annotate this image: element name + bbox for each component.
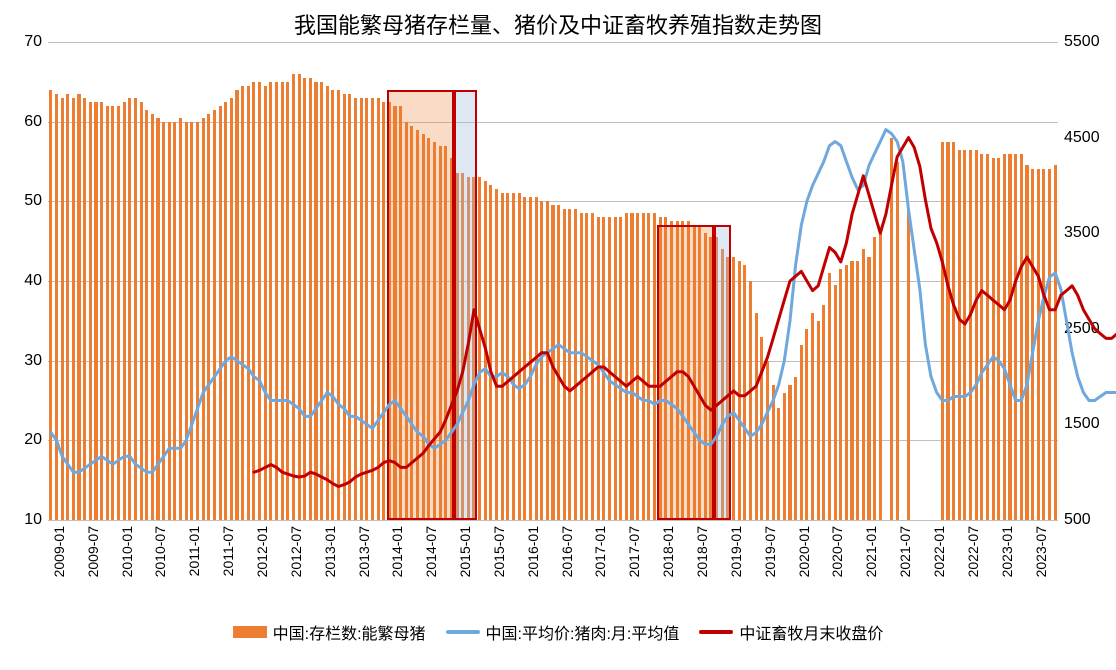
x-tick-label: 2020-07 — [829, 526, 845, 577]
y-left-tick-label: 30 — [24, 352, 48, 370]
x-tick-label: 2021-01 — [863, 526, 879, 577]
gridline — [48, 520, 1058, 521]
x-tick-label: 2018-07 — [694, 526, 710, 577]
legend-label: 中国:存栏数:能繁母猪 — [273, 620, 426, 644]
y-left-tick-label: 10 — [24, 511, 48, 529]
x-tick-label: 2013-01 — [322, 526, 338, 577]
x-tick-label: 2023-01 — [999, 526, 1015, 577]
chart-title: 我国能繁母猪存栏量、猪价及中证畜牧养殖指数走势图 — [0, 8, 1116, 40]
x-tick-label: 2019-01 — [728, 526, 744, 577]
series-line — [254, 138, 1116, 487]
y-left-tick-label: 70 — [24, 33, 48, 51]
y-left-tick-label: 40 — [24, 272, 48, 290]
x-tick-label: 2017-01 — [592, 526, 608, 577]
legend-label: 中证畜牧月末收盘价 — [739, 620, 883, 644]
y-right-tick-label: 1500 — [1058, 415, 1100, 433]
x-tick-label: 2022-01 — [931, 526, 947, 577]
x-tick-label: 2023-07 — [1033, 526, 1049, 577]
y-right-tick-label: 3500 — [1058, 224, 1100, 242]
y-right-tick-label: 500 — [1058, 511, 1091, 529]
x-tick-label: 2014-01 — [389, 526, 405, 577]
x-tick-label: 2013-07 — [356, 526, 372, 577]
y-right-tick-label: 5500 — [1058, 33, 1100, 51]
legend-item: 中国:平均价:猪肉:月:平均值 — [446, 620, 680, 644]
legend-item: 中证畜牧月末收盘价 — [699, 620, 883, 644]
legend-swatch — [446, 630, 480, 634]
x-tick-label: 2011-01 — [186, 526, 202, 576]
x-tick-label: 2017-07 — [626, 526, 642, 577]
x-tick-label: 2022-07 — [965, 526, 981, 577]
x-tick-label: 2015-07 — [491, 526, 507, 577]
y-left-tick-label: 20 — [24, 431, 48, 449]
x-tick-label: 2011-07 — [220, 526, 236, 576]
line-layer — [48, 42, 1058, 520]
y-right-tick-label: 4500 — [1058, 129, 1100, 147]
x-tick-label: 2016-07 — [559, 526, 575, 577]
x-tick-label: 2012-01 — [254, 526, 270, 577]
x-tick-label: 2018-01 — [660, 526, 676, 577]
legend-swatch — [699, 630, 733, 634]
y-left-tick-label: 60 — [24, 113, 48, 131]
x-tick-label: 2015-01 — [457, 526, 473, 577]
x-tick-label: 2014-07 — [423, 526, 439, 577]
x-tick-label: 2010-01 — [119, 526, 135, 577]
x-tick-label: 2010-07 — [152, 526, 168, 577]
series-line — [51, 130, 1116, 473]
x-tick-label: 2012-07 — [288, 526, 304, 577]
legend-swatch — [233, 626, 267, 638]
x-tick-label: 2021-07 — [897, 526, 913, 577]
x-tick-label: 2016-01 — [525, 526, 541, 577]
legend-label: 中国:平均价:猪肉:月:平均值 — [486, 620, 680, 644]
x-tick-label: 2019-07 — [762, 526, 778, 577]
y-left-tick-label: 50 — [24, 192, 48, 210]
plot-area: 1020304050607050015002500350045005500200… — [48, 42, 1058, 521]
x-tick-label: 2009-01 — [51, 526, 67, 577]
legend: 中国:存栏数:能繁母猪 中国:平均价:猪肉:月:平均值 中证畜牧月末收盘价 — [0, 620, 1116, 644]
x-tick-label: 2020-01 — [796, 526, 812, 577]
chart-container: 我国能繁母猪存栏量、猪价及中证畜牧养殖指数走势图 102030405060705… — [0, 0, 1116, 670]
legend-item: 中国:存栏数:能繁母猪 — [233, 620, 426, 644]
x-tick-label: 2009-07 — [85, 526, 101, 577]
